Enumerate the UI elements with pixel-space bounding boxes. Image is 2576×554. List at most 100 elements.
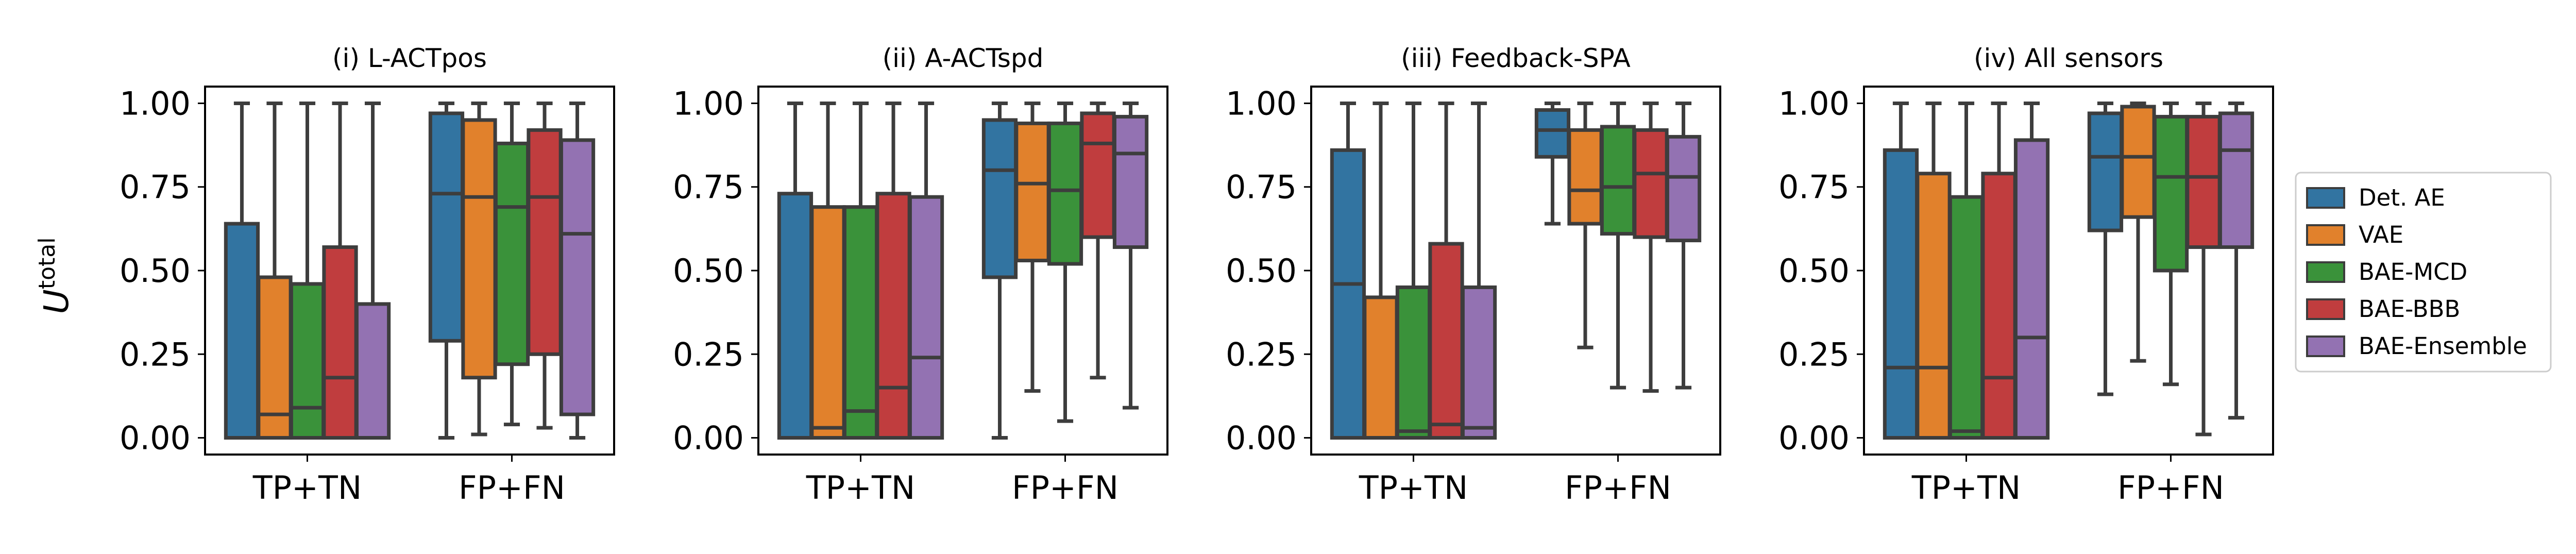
box-body	[981, 118, 1018, 279]
box-det-ae-fp-fn	[2087, 101, 2124, 396]
box-body	[842, 205, 879, 440]
x-tick-label: TP+TN	[806, 469, 915, 507]
box-body	[354, 302, 391, 440]
box-body	[1665, 135, 1702, 243]
box-vae-fp-fn	[2120, 101, 2156, 363]
box-body	[2120, 105, 2156, 219]
box-bae-bbb-fp-fn	[1080, 101, 1116, 380]
legend-label: BAE-BBB	[2359, 295, 2460, 323]
y-tick-label: 0.50	[673, 252, 744, 290]
box-bae-bbb-tp-tn	[322, 101, 358, 440]
box-body	[1047, 121, 1083, 266]
box-body	[1363, 295, 1399, 440]
box-body	[1981, 172, 2017, 440]
y-tick-label: 1.00	[120, 85, 191, 122]
legend-label: BAE-MCD	[2359, 258, 2467, 286]
box-body	[428, 111, 465, 343]
box-body	[322, 245, 358, 440]
legend-frame	[2295, 172, 2552, 373]
box-body	[559, 138, 596, 416]
legend-label: Det. AE	[2359, 184, 2445, 211]
panel-title: (iii) Feedback-SPA	[1401, 43, 1631, 73]
panels: (i) L-ACTpos 0.00 0.25 0.50 0.75 1.00 TP+TN FP+…	[120, 43, 2274, 507]
box-body	[289, 282, 326, 440]
box-body	[2087, 111, 2124, 232]
box-body	[908, 195, 944, 440]
y-axis-label: Utotal	[34, 238, 76, 314]
box-body	[1567, 128, 1603, 226]
box-body	[2218, 111, 2255, 249]
box-bae-mcd-tp-tn	[1395, 101, 1432, 440]
box-bae-mcd-tp-tn	[842, 101, 879, 440]
panel-title: (ii) A-ACTspd	[883, 43, 1044, 73]
box-bae-ensemble-fp-fn	[1665, 101, 1702, 390]
panel-1: (i) L-ACTpos 0.00 0.25 0.50 0.75 1.00 TP+TN FP+…	[120, 43, 615, 507]
box-det-ae-fp-fn	[428, 101, 465, 440]
x-tick-label: TP+TN	[1911, 469, 2021, 507]
panel-4: (iv) All sensors 0.00 0.25 0.50 0.75 1.00 TP+T…	[1778, 43, 2274, 507]
x-tick-label: FP+FN	[1565, 469, 1671, 507]
box-bae-ensemble-tp-tn	[908, 101, 944, 440]
box-det-ae-fp-fn	[981, 101, 1018, 440]
x-tick-label: FP+FN	[459, 469, 565, 507]
y-tick-label: 0.25	[1778, 335, 1850, 373]
legend: Det. AE VAE BAE-MCD BAE-BBB BAE-Ensemble	[2295, 172, 2552, 373]
box-body	[1395, 285, 1432, 440]
y-tick-label: 0.75	[1226, 169, 1297, 206]
legend-item-bae-ensemble: BAE-Ensemble	[2306, 332, 2527, 360]
legend-item-det-ae: Det. AE	[2306, 184, 2445, 211]
x-tick-label: TP+TN	[1359, 469, 1468, 507]
y-tick-label: 0.50	[1778, 252, 1850, 290]
box-bae-mcd-tp-tn	[1948, 101, 1985, 440]
box-body	[1883, 148, 1919, 440]
panel-title: (iv) All sensors	[1974, 43, 2163, 73]
axes-frame	[1863, 86, 2274, 456]
box-body	[1112, 114, 1149, 249]
y-tick-label: 0.00	[673, 419, 744, 457]
box-body	[1330, 148, 1366, 440]
panel-2: (ii) A-ACTspd 0.00 0.25 0.50 0.75 1.00 TP+TN FP…	[673, 43, 1168, 507]
box-bae-mcd-fp-fn	[2153, 101, 2189, 387]
legend-item-vae: VAE	[2306, 221, 2403, 248]
box-bae-ensemble-tp-tn	[354, 101, 391, 440]
y-tick-label: 1.00	[673, 85, 744, 122]
box-body	[2185, 114, 2222, 249]
box-bae-bbb-tp-tn	[1428, 101, 1464, 440]
box-det-ae-fp-fn	[1534, 101, 1571, 226]
box-body	[810, 205, 846, 440]
box-body	[777, 192, 814, 440]
legend-swatch	[2306, 335, 2345, 357]
box-body	[494, 141, 530, 366]
box-body	[2153, 114, 2189, 273]
box-bae-mcd-tp-tn	[289, 101, 326, 440]
legend-swatch	[2306, 261, 2345, 283]
box-det-ae-tp-tn	[1883, 101, 1919, 440]
y-axis-label-superscript: total	[34, 238, 60, 290]
y-tick-label: 0.50	[120, 252, 191, 290]
box-body	[527, 128, 563, 356]
y-tick-label: 0.00	[1778, 419, 1850, 457]
box-vae-tp-tn	[1363, 101, 1399, 440]
axes-frame	[1310, 86, 1721, 456]
legend-item-bae-bbb: BAE-BBB	[2306, 295, 2460, 323]
box-bae-mcd-fp-fn	[494, 101, 530, 427]
y-tick-label: 0.25	[673, 335, 744, 373]
box-bae-bbb-fp-fn	[527, 101, 563, 430]
y-axis-label-base: U	[37, 289, 76, 314]
axes-frame	[757, 86, 1168, 456]
legend-item-bae-mcd: BAE-MCD	[2306, 258, 2467, 286]
y-tick-label: 0.00	[120, 419, 191, 457]
box-bae-bbb-fp-fn	[2185, 101, 2222, 437]
box-body	[1600, 125, 1636, 236]
box-body	[875, 192, 911, 440]
legend-label: BAE-Ensemble	[2359, 332, 2527, 360]
box-vae-fp-fn	[1567, 101, 1603, 349]
box-body	[1461, 285, 1497, 440]
box-bae-ensemble-fp-fn	[1112, 101, 1149, 410]
axes-frame	[204, 86, 615, 456]
box-body	[224, 222, 260, 440]
x-tick-label: FP+FN	[1012, 469, 1118, 507]
box-det-ae-tp-tn	[777, 101, 814, 440]
y-tick-label: 0.75	[120, 169, 191, 206]
